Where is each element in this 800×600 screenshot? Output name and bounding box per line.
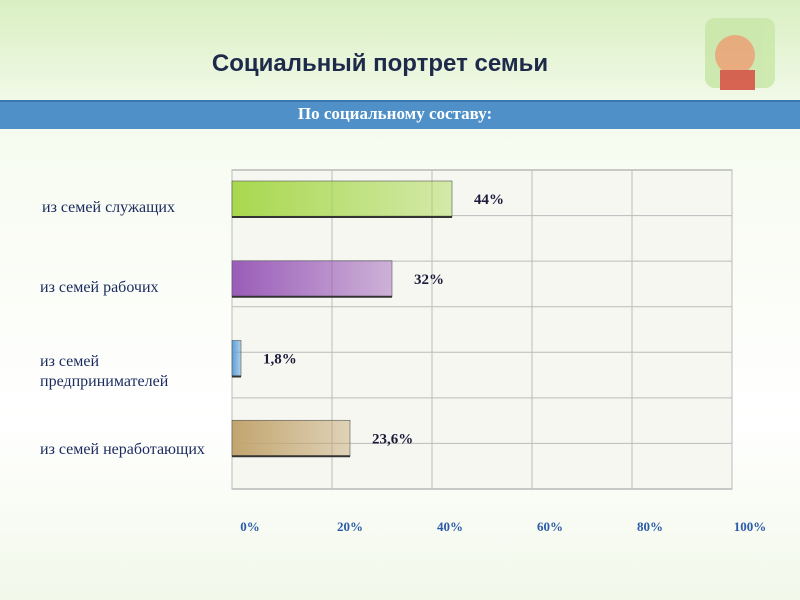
- category-label: из семей предпринимателей: [40, 353, 169, 390]
- value-label: 1,8%: [263, 352, 297, 368]
- value-label: 32%: [414, 272, 444, 288]
- x-tick-label: 0%: [240, 519, 260, 534]
- x-tick-label: 80%: [637, 519, 663, 534]
- x-tick-label: 60%: [537, 519, 563, 534]
- category-label: из семей неработающих: [40, 441, 205, 458]
- x-tick-label: 20%: [337, 519, 363, 534]
- x-tick-label: 40%: [437, 519, 463, 534]
- bar: [231, 180, 453, 218]
- subtitle-band: [0, 100, 800, 129]
- subtitle: По социальному составу:: [297, 104, 493, 123]
- category-label: из семей рабочих: [40, 279, 159, 296]
- decoration: [705, 18, 775, 90]
- bar: [231, 419, 351, 457]
- slide-title: Социальный портрет семьи: [211, 50, 549, 77]
- bar: [231, 260, 393, 298]
- category-label: из семей служащих: [42, 199, 175, 216]
- value-label: 44%: [474, 192, 504, 208]
- value-label: 23,6%: [372, 431, 413, 447]
- x-tick-label: 100%: [734, 519, 767, 534]
- bar: [231, 340, 242, 377]
